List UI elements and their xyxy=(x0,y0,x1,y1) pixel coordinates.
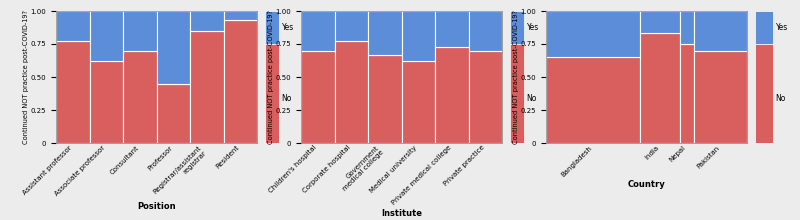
Text: Yes: Yes xyxy=(776,23,788,32)
Bar xyxy=(469,51,502,143)
Bar xyxy=(640,33,680,143)
Bar xyxy=(694,51,747,143)
Bar xyxy=(301,51,334,143)
X-axis label: Position: Position xyxy=(138,202,176,211)
Bar xyxy=(435,47,469,143)
Bar xyxy=(123,51,157,143)
Bar xyxy=(301,11,334,51)
Bar xyxy=(224,11,258,20)
Y-axis label: Continued NOT practice post-COVID-19?: Continued NOT practice post-COVID-19? xyxy=(268,10,274,144)
Bar xyxy=(56,41,90,143)
Bar xyxy=(123,11,157,51)
Bar xyxy=(680,11,694,44)
Bar xyxy=(510,44,524,143)
Bar xyxy=(680,44,694,143)
Bar xyxy=(334,11,368,41)
Bar xyxy=(157,84,190,143)
Bar xyxy=(755,44,773,143)
Bar xyxy=(469,11,502,51)
Y-axis label: Continued NOT practice post-COVID-19?: Continued NOT practice post-COVID-19? xyxy=(23,10,29,144)
Bar xyxy=(368,11,402,55)
Bar xyxy=(640,11,680,33)
Text: No: No xyxy=(526,94,537,103)
Text: No: No xyxy=(282,94,292,103)
X-axis label: Country: Country xyxy=(628,180,666,189)
Bar xyxy=(755,11,773,44)
Bar xyxy=(694,11,747,51)
Text: Yes: Yes xyxy=(526,23,539,32)
Bar xyxy=(546,11,640,57)
Bar xyxy=(90,11,123,61)
Text: No: No xyxy=(776,94,786,103)
Bar xyxy=(510,11,524,44)
Bar xyxy=(265,11,279,44)
Bar xyxy=(190,31,224,143)
Bar xyxy=(265,44,279,143)
X-axis label: Institute: Institute xyxy=(381,209,422,218)
Text: Yes: Yes xyxy=(282,23,294,32)
Bar xyxy=(402,11,435,61)
Bar xyxy=(90,61,123,143)
Bar xyxy=(435,11,469,47)
Bar xyxy=(190,11,224,31)
Bar xyxy=(157,11,190,84)
Y-axis label: Continued NOT practice post-COVID-19?: Continued NOT practice post-COVID-19? xyxy=(513,10,519,144)
Bar xyxy=(402,61,435,143)
Bar xyxy=(56,11,90,41)
Bar xyxy=(368,55,402,143)
Bar xyxy=(224,20,258,143)
Bar xyxy=(334,41,368,143)
Bar xyxy=(546,57,640,143)
